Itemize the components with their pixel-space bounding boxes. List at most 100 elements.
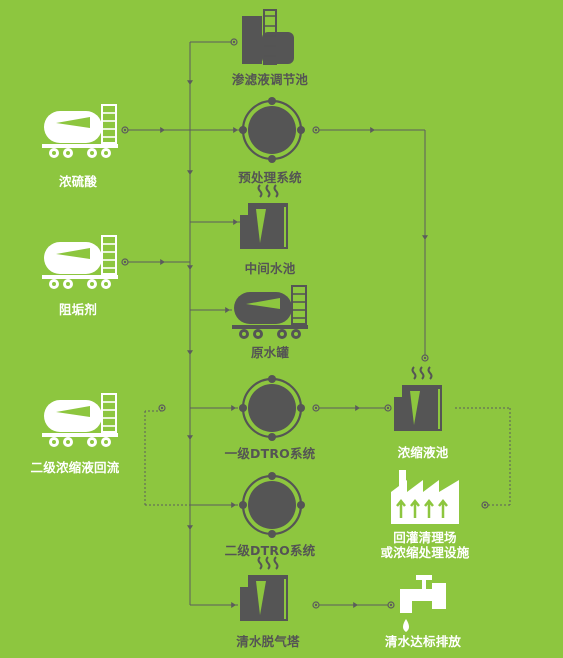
- dot-acid-out-core: [123, 128, 127, 132]
- input-label-acid: 浓硫酸: [58, 174, 98, 189]
- acid-tanker-icon-ladder: [101, 104, 117, 144]
- return-tanker-icon-hub: [104, 440, 108, 444]
- dot-concentrate-in: [421, 354, 429, 362]
- concentrate-tank-icon: [394, 366, 442, 431]
- middle-tank-icon-pipe: [240, 215, 249, 249]
- dtro1-icon-node: [268, 375, 276, 383]
- dot-concentrate-side: [384, 404, 392, 412]
- dot-antiscalant-out: [121, 258, 129, 266]
- raw-water-tank-icon-ladder: [291, 285, 307, 325]
- dtro2-icon-node: [268, 472, 276, 480]
- raw-water-tank-icon-chassis: [232, 325, 308, 329]
- concentrate-tank-icon-body: [402, 385, 442, 431]
- clean-water-faucet-icon-drop: [403, 619, 409, 632]
- acid-tanker-icon-tank: [44, 111, 102, 143]
- arrow-concentrate-down: [422, 235, 428, 240]
- unit-label-dtro-1: 一级DTRO系统: [224, 446, 316, 461]
- bus-arrow-530: [187, 525, 193, 530]
- dtro1-icon-node: [297, 404, 305, 412]
- dtro2-icon-node: [268, 530, 276, 538]
- return-tanker-icon-chassis: [42, 433, 118, 437]
- middle-tank-icon-body: [248, 203, 288, 249]
- leachate-tank-icon-tower: [242, 16, 262, 64]
- return-tanker-icon-window: [56, 406, 90, 417]
- pretreatment-icon-node: [239, 126, 247, 134]
- return-tanker-icon-hub: [90, 440, 94, 444]
- dtro1-icon-node: [239, 404, 247, 412]
- arrow-pretreat-in: [233, 127, 238, 133]
- raw-water-tank-icon-tank: [234, 292, 292, 324]
- antiscalant-tanker-icon-window: [56, 248, 90, 259]
- disposal-factory-icon-arrow-1: [410, 498, 420, 518]
- output-label-clean-water: 清水达标排放: [384, 634, 462, 649]
- concentrate-tank-icon-steam-0: [411, 366, 417, 380]
- antiscalant-tanker-icon-hub: [104, 282, 108, 286]
- concentrate-tank-icon-steam-2: [427, 366, 433, 380]
- pretreatment-icon: [239, 97, 305, 163]
- unit-label-pretreatment: 预处理系统: [238, 170, 302, 185]
- unit-label-raw-water-tank: 原水罐: [250, 345, 290, 360]
- disposal-factory-icon: [391, 470, 459, 524]
- degassing-tower-icon-stripe: [284, 579, 286, 619]
- degassing-tower-icon-gauge: [256, 581, 266, 615]
- acid-tanker-icon-hub: [52, 151, 56, 155]
- concentrate-tank-icon-gauge: [410, 391, 420, 425]
- middle-tank-icon-steam-1: [265, 184, 271, 198]
- dot-leachate: [230, 38, 238, 46]
- arrow-middle: [233, 219, 238, 225]
- clean-water-faucet-icon-stem: [422, 579, 426, 589]
- flow-lines: [121, 38, 511, 609]
- bus-arrow-175: [187, 170, 193, 175]
- dot-concentrate-in-core: [423, 356, 427, 360]
- arrow-dtro1-in: [231, 405, 236, 411]
- disposal-factory-icon-chimney: [399, 470, 406, 486]
- pretreatment-icon-node: [297, 126, 305, 134]
- return-tanker-icon-tank: [44, 400, 102, 432]
- concentrate-tank-icon-pipe: [394, 397, 403, 431]
- unit-label-degassing-tower: 清水脱气塔: [236, 634, 300, 649]
- acid-tanker-icon: [42, 104, 118, 158]
- antiscalant-tanker-icon-hub: [66, 282, 70, 286]
- dtro2-icon-node: [239, 501, 247, 509]
- clean-water-faucet-icon-neck: [400, 589, 412, 613]
- acid-tanker-icon-hub: [104, 151, 108, 155]
- dtro1-icon-core: [248, 384, 296, 432]
- raw-water-tank-icon-hub: [280, 332, 284, 336]
- degassing-tower-icon-body: [248, 575, 288, 621]
- middle-tank-icon-stripe: [284, 207, 286, 247]
- acid-tanker-icon-hub: [90, 151, 94, 155]
- dot-clean-in: [387, 601, 395, 609]
- pretreatment-icon-node: [268, 155, 276, 163]
- dot-disposal-in: [481, 501, 489, 509]
- arrow-acid: [160, 127, 165, 133]
- middle-tank-icon-gauge: [256, 209, 266, 243]
- leachate-tank-icon: [242, 9, 294, 65]
- raw-water-tank-icon-hub: [256, 332, 260, 336]
- dot-disposal-in-core: [483, 503, 487, 507]
- raw-water-tank-icon-hub: [242, 332, 246, 336]
- arrow-degas-clean: [353, 602, 358, 608]
- middle-tank-icon-steam-0: [257, 184, 263, 198]
- leachate-tank-icon-tank: [262, 32, 294, 64]
- clean-water-faucet-icon-handle: [416, 575, 432, 580]
- degassing-tower-icon-steam-1: [265, 556, 271, 570]
- antiscalant-tanker-icon-tank: [44, 242, 102, 274]
- return-tanker-icon-hub: [66, 440, 70, 444]
- raw-water-tank-icon-window: [246, 298, 280, 309]
- acid-tanker-icon-hub: [66, 151, 70, 155]
- antiscalant-tanker-icon-chassis: [42, 275, 118, 279]
- raw-water-tank-icon-hub: [294, 332, 298, 336]
- input-label-antiscalant: 阻垢剂: [58, 302, 98, 317]
- icons: [42, 9, 459, 632]
- antiscalant-tanker-icon-ladder: [101, 235, 117, 275]
- return-tanker-icon: [42, 393, 118, 447]
- unit-label-middle-tank: 中间水池: [244, 261, 296, 276]
- dot-antiscalant-out-core: [123, 260, 127, 264]
- pretreatment-icon-core: [248, 106, 296, 154]
- output-label-concentrate-tank: 浓缩液池: [397, 445, 449, 460]
- raw-water-tank-icon: [232, 285, 308, 339]
- concentrate-tank-icon-stripe: [438, 389, 440, 429]
- degassing-tower-icon: [240, 556, 288, 621]
- dot-clean-in-core: [389, 603, 393, 607]
